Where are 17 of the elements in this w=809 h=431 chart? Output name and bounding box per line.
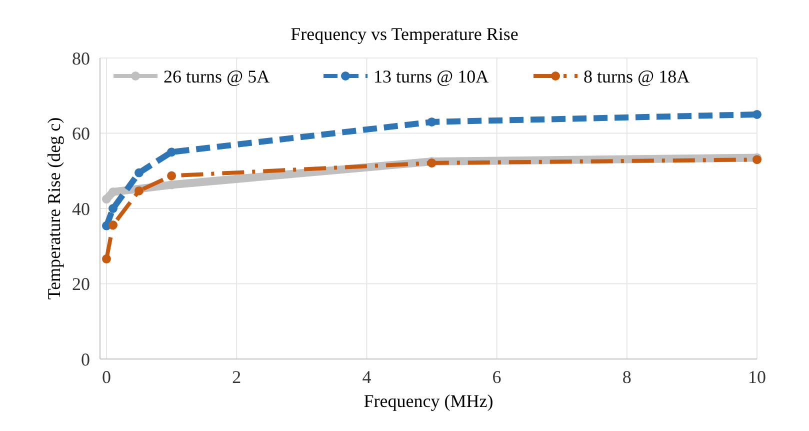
y-tick-label: 20 — [72, 274, 90, 294]
x-tick-label: 4 — [362, 367, 372, 387]
y-axis-title: Temperature Rise (deg c) — [44, 117, 64, 300]
legend-label: 8 turns @ 18A — [584, 66, 690, 86]
y-tick-label: 80 — [72, 48, 90, 68]
legend-label: 13 turns @ 10A — [374, 66, 489, 86]
x-tick-label: 10 — [748, 367, 766, 387]
x-tick-label: 0 — [102, 367, 112, 387]
y-tick-label: 0 — [81, 349, 90, 370]
x-tick-label: 6 — [492, 367, 502, 387]
y-tick-label: 40 — [72, 198, 90, 219]
x-tick-label: 8 — [622, 367, 632, 387]
y-tick-label: 60 — [72, 124, 90, 144]
x-tick-label: 2 — [232, 367, 242, 387]
x-axis-title: Frequency (MHz) — [364, 391, 494, 411]
legend-label: 26 turns @ 5A — [164, 66, 270, 86]
chart-title: Frequency vs Temperature Rise — [290, 24, 518, 44]
